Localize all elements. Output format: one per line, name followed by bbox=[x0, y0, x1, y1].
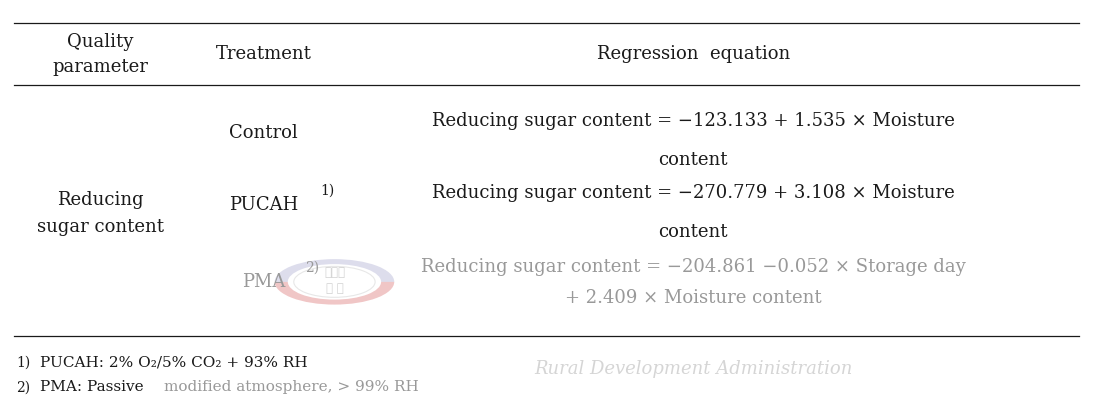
Text: Treatment: Treatment bbox=[215, 45, 312, 63]
Text: 2): 2) bbox=[305, 260, 319, 274]
Text: Rural Development Administration: Rural Development Administration bbox=[534, 360, 853, 378]
Text: Regression  equation: Regression equation bbox=[597, 45, 790, 63]
Text: content: content bbox=[659, 151, 728, 169]
Text: PMA: PMA bbox=[242, 273, 285, 291]
Text: modified atmosphere, > 99% RH: modified atmosphere, > 99% RH bbox=[164, 380, 419, 394]
Text: Reducing sugar content = −270.779 + 3.108 × Moisture: Reducing sugar content = −270.779 + 3.10… bbox=[432, 184, 954, 202]
Text: content: content bbox=[659, 223, 728, 241]
Text: Quality
parameter: Quality parameter bbox=[52, 33, 149, 76]
Text: 2): 2) bbox=[15, 380, 30, 394]
Text: PMA: Passive: PMA: Passive bbox=[39, 380, 149, 394]
Text: PUCAH: PUCAH bbox=[230, 197, 298, 215]
Wedge shape bbox=[274, 259, 395, 282]
Text: 원 청: 원 청 bbox=[326, 282, 343, 295]
Wedge shape bbox=[274, 282, 395, 305]
Text: Control: Control bbox=[230, 124, 298, 142]
Text: Reducing sugar content = −204.861 −0.052 × Storage day: Reducing sugar content = −204.861 −0.052… bbox=[421, 259, 966, 277]
Text: PUCAH: 2% O₂/5% CO₂ + 93% RH: PUCAH: 2% O₂/5% CO₂ + 93% RH bbox=[39, 355, 307, 370]
Text: Reducing sugar content = −123.133 + 1.535 × Moisture: Reducing sugar content = −123.133 + 1.53… bbox=[432, 111, 955, 129]
Text: Reducing
sugar content: Reducing sugar content bbox=[37, 191, 164, 236]
Text: 1): 1) bbox=[15, 355, 31, 370]
Text: 농촌신: 농촌신 bbox=[324, 266, 345, 279]
Text: + 2.409 × Moisture content: + 2.409 × Moisture content bbox=[565, 290, 822, 308]
Text: 1): 1) bbox=[320, 184, 334, 198]
